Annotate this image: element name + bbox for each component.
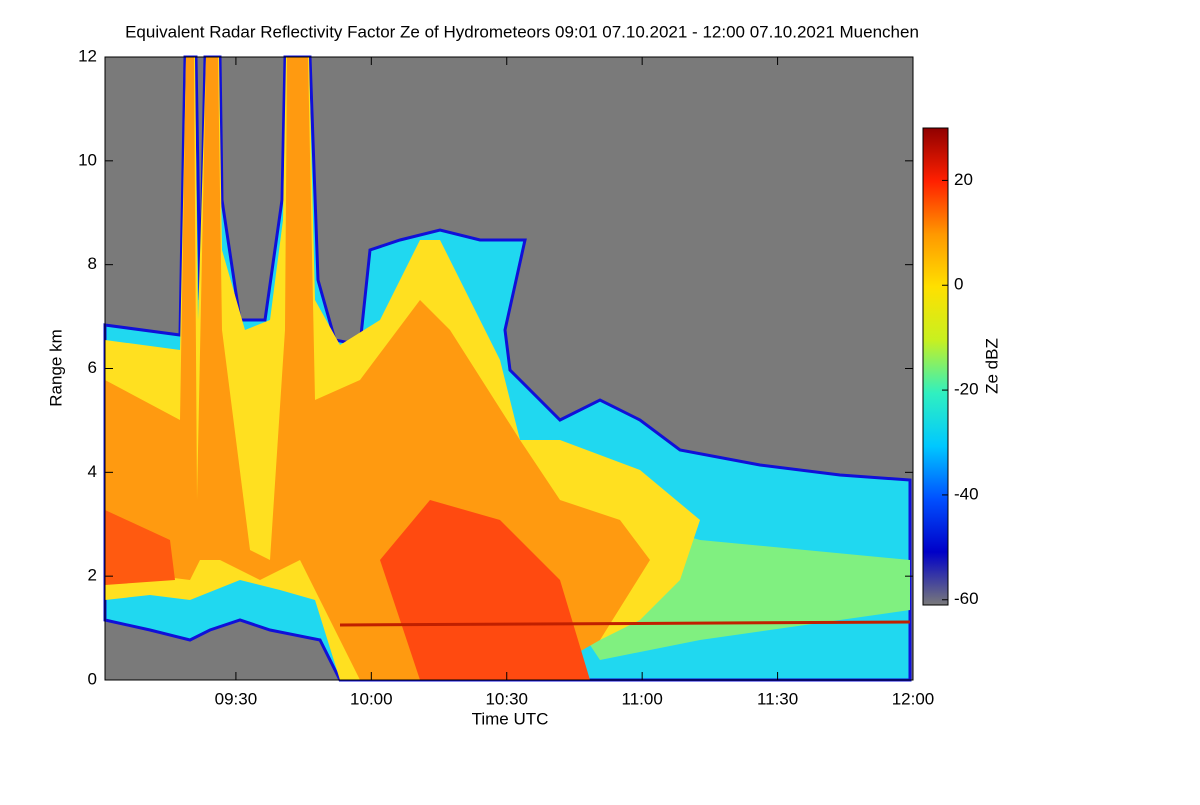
field-red [105,510,175,585]
x-tick-label: 10:30 [485,689,528,708]
colorbar-tick-label: 20 [954,170,973,189]
colorbar-label: Ze dBZ [982,338,1001,394]
y-tick-label: 4 [88,462,97,481]
y-tick-label: 0 [88,669,97,688]
x-axis-label: Time UTC [472,709,549,728]
x-tick-label: 09:30 [215,689,258,708]
y-axis-label: Range km [46,329,65,406]
colorbar-tick-label: 0 [954,275,963,294]
x-tick-label: 11:30 [757,689,798,708]
x-tick-label: 10:00 [350,689,393,708]
field-band [339,620,911,627]
colorbar-tick-label: -20 [954,380,979,399]
radar-field [103,55,914,682]
x-tick-label: 11:00 [622,689,663,708]
field-orange [105,57,650,680]
y-tick-label: 6 [88,358,97,377]
chart-title: Equivalent Radar Reflectivity Factor Ze … [125,22,919,41]
colorbar [922,127,949,606]
y-tick-label: 2 [88,566,97,585]
y-tick-label: 12 [78,46,97,65]
colorbar-tick-label: -40 [954,484,979,503]
colorbar-tick-label: -60 [954,589,979,608]
x-tick-label: 12:00 [892,689,935,708]
field-red [380,500,590,680]
y-tick-label: 10 [78,150,97,169]
y-tick-label: 8 [88,254,97,273]
